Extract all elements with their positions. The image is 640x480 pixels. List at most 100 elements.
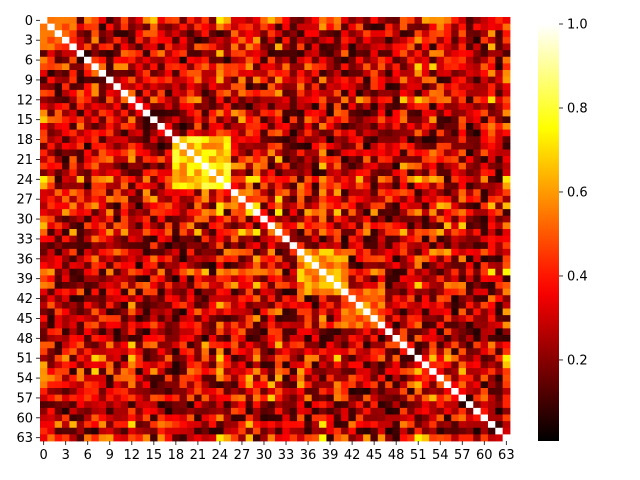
heatmap-cell	[429, 341, 437, 349]
x-tick-label: 57	[454, 448, 471, 463]
heatmap-cell	[480, 149, 489, 157]
heatmap-cell	[436, 295, 445, 303]
heatmap-cell	[201, 195, 210, 203]
heatmap-cell	[465, 83, 474, 91]
heatmap-cell	[172, 315, 180, 323]
heatmap-cell	[230, 83, 239, 91]
heatmap-cell	[260, 421, 269, 429]
heatmap-cell	[194, 308, 202, 316]
heatmap-cell	[436, 189, 445, 197]
heatmap-cell	[443, 96, 452, 104]
heatmap-cell	[348, 229, 357, 237]
heatmap-cell	[252, 215, 261, 223]
heatmap-cell	[84, 30, 92, 38]
heatmap-cell	[355, 50, 364, 58]
heatmap-cell	[135, 142, 144, 150]
heatmap-cell	[40, 176, 48, 184]
heatmap-cell	[76, 242, 85, 250]
heatmap-cell	[282, 341, 291, 349]
heatmap-cell	[150, 354, 158, 362]
heatmap-cell	[84, 176, 92, 184]
heatmap-cell	[84, 394, 92, 402]
heatmap-cell	[194, 229, 202, 237]
heatmap-cell	[385, 17, 393, 25]
heatmap-cell	[201, 315, 210, 323]
heatmap-cell	[40, 414, 48, 422]
heatmap-cell	[370, 123, 379, 131]
heatmap-cell	[414, 149, 423, 157]
heatmap-cell	[135, 354, 144, 362]
y-tick-label: 51	[16, 352, 33, 367]
heatmap-cell	[407, 242, 415, 250]
heatmap-cell	[333, 268, 342, 276]
heatmap-cell	[113, 361, 122, 369]
heatmap-cell	[142, 36, 151, 44]
heatmap-cell	[267, 321, 276, 329]
heatmap-cell	[370, 50, 379, 58]
heatmap-cell	[304, 315, 313, 323]
heatmap-cell	[429, 96, 437, 104]
heatmap-cell	[297, 89, 305, 97]
heatmap-cell	[208, 17, 217, 25]
heatmap-cell	[304, 229, 313, 237]
heatmap-cell	[47, 89, 56, 97]
heatmap-cell	[326, 116, 335, 124]
heatmap-cell	[377, 17, 386, 25]
heatmap-cell	[414, 401, 423, 409]
heatmap-cell	[172, 354, 180, 362]
heatmap-cell	[267, 96, 276, 104]
heatmap-cell	[179, 116, 188, 124]
heatmap-cell	[421, 381, 430, 389]
heatmap-cell	[341, 176, 349, 184]
heatmap-cell	[194, 361, 202, 369]
heatmap-cell	[201, 308, 210, 316]
heatmap-cell	[289, 434, 298, 442]
heatmap-cell	[451, 315, 459, 323]
heatmap-cell	[135, 248, 144, 256]
heatmap-cell	[304, 394, 313, 402]
heatmap-cell	[436, 354, 445, 362]
heatmap-cell	[179, 149, 188, 157]
heatmap-cell	[216, 275, 224, 283]
heatmap-cell	[135, 149, 144, 157]
heatmap-cell	[392, 255, 401, 263]
heatmap-cell	[465, 129, 474, 137]
heatmap-cell	[275, 295, 283, 303]
heatmap-cell	[429, 169, 437, 177]
heatmap-cell	[392, 23, 401, 31]
heatmap-cell	[458, 109, 467, 117]
heatmap-cell	[216, 109, 224, 117]
heatmap-cell	[194, 56, 202, 64]
heatmap-cell	[502, 242, 511, 250]
heatmap-cell	[326, 434, 335, 442]
heatmap-cell	[341, 295, 349, 303]
heatmap-cell	[216, 315, 224, 323]
heatmap-cell	[436, 162, 445, 170]
heatmap-cell	[465, 414, 474, 422]
heatmap-cell	[208, 50, 217, 58]
heatmap-cell	[128, 328, 136, 336]
heatmap-cell	[238, 50, 247, 58]
heatmap-cell	[502, 315, 511, 323]
heatmap-cell	[480, 255, 489, 263]
heatmap-cell	[267, 162, 276, 170]
heatmap-cell	[164, 328, 173, 336]
heatmap-cell	[348, 348, 357, 356]
heatmap-cell	[142, 182, 151, 190]
heatmap-cell	[223, 381, 232, 389]
heatmap-cell	[230, 288, 239, 296]
heatmap-cell	[502, 328, 511, 336]
heatmap-cell	[172, 341, 180, 349]
heatmap-cell	[443, 83, 452, 91]
heatmap-cell	[194, 129, 202, 137]
heatmap-cell	[311, 341, 320, 349]
heatmap-cell	[216, 36, 224, 44]
heatmap-cell	[297, 248, 305, 256]
heatmap-cell	[238, 96, 247, 104]
heatmap-cell	[113, 17, 122, 25]
heatmap-cell	[164, 209, 173, 217]
heatmap-cell	[157, 301, 166, 309]
heatmap-cell	[223, 182, 232, 190]
heatmap-cell	[98, 103, 107, 111]
heatmap-cell	[392, 295, 401, 303]
